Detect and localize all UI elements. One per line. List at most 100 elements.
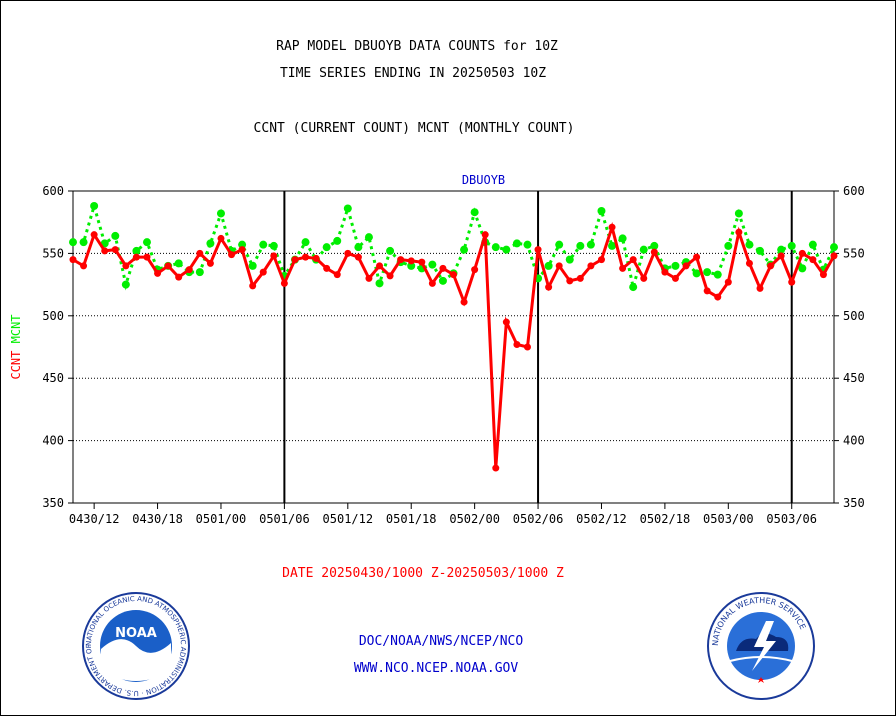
point-mcnt — [438, 276, 447, 285]
y-tick-label-right: 550 — [843, 246, 865, 260]
point-ccnt — [101, 247, 109, 255]
y-axis-label-mcnt: MCNT — [9, 314, 23, 350]
x-tick-label: 0430/18 — [132, 512, 183, 526]
point-mcnt — [798, 264, 807, 273]
point-mcnt — [259, 240, 268, 249]
point-ccnt — [640, 274, 648, 282]
point-mcnt — [787, 241, 796, 250]
point-mcnt — [830, 243, 838, 252]
chart-title-line1: RAP MODEL DBUOYB DATA COUNTS for 10Z — [276, 39, 558, 54]
point-mcnt — [333, 236, 342, 245]
x-tick-label: 0501/00 — [196, 512, 247, 526]
point-mcnt — [142, 238, 151, 247]
point-ccnt — [819, 271, 827, 279]
point-mcnt — [629, 283, 638, 292]
point-mcnt — [132, 246, 141, 255]
point-mcnt — [206, 239, 215, 248]
x-tick-label: 0503/06 — [766, 512, 817, 526]
point-ccnt — [196, 249, 204, 257]
point-ccnt — [280, 279, 288, 287]
panel-label: DBUOYB — [462, 173, 505, 187]
y-tick-label-left: 500 — [42, 309, 64, 323]
point-mcnt — [703, 268, 712, 277]
point-ccnt — [323, 264, 331, 272]
point-ccnt — [259, 268, 267, 276]
point-mcnt — [238, 240, 247, 249]
point-mcnt — [322, 243, 331, 252]
point-mcnt — [407, 261, 416, 270]
point-mcnt — [597, 206, 606, 215]
y-tick-label-left: 350 — [42, 496, 64, 510]
point-ccnt — [682, 262, 690, 270]
point-mcnt — [375, 279, 384, 288]
point-ccnt — [703, 287, 711, 295]
point-mcnt — [69, 238, 77, 247]
point-ccnt — [671, 274, 679, 282]
x-tick-label: 0502/18 — [640, 512, 691, 526]
chart-subtitle: CCNT (CURRENT COUNT) MCNT (MONTHLY COUNT… — [253, 121, 575, 136]
point-ccnt — [576, 274, 584, 282]
website-label: WWW.NCO.NCEP.NOAA.GOV — [353, 661, 519, 676]
plot-frame — [72, 190, 835, 504]
noaa-logo-text: NOAA — [115, 626, 157, 641]
point-ccnt — [450, 271, 457, 279]
point-mcnt — [586, 240, 595, 249]
point-mcnt — [756, 246, 765, 255]
y-tick-label-right: 600 — [843, 184, 865, 198]
point-mcnt — [555, 240, 564, 249]
point-ccnt — [534, 246, 542, 254]
point-ccnt — [185, 266, 193, 274]
series-line-ccnt — [72, 221, 836, 469]
point-ccnt — [460, 298, 468, 306]
point-ccnt — [143, 253, 151, 261]
date-range-label: DATE 20250430/1000 Z-20250503/1000 Z — [282, 566, 564, 581]
point-ccnt — [111, 246, 119, 254]
point-ccnt — [418, 258, 426, 266]
point-ccnt — [492, 464, 500, 472]
point-ccnt — [809, 256, 817, 264]
point-ccnt — [217, 234, 225, 242]
point-ccnt — [471, 266, 479, 274]
point-ccnt — [597, 256, 605, 264]
point-mcnt — [734, 209, 743, 218]
point-ccnt — [386, 272, 394, 280]
point-ccnt — [566, 277, 574, 285]
point-ccnt — [397, 256, 405, 264]
point-ccnt — [132, 253, 140, 261]
point-ccnt — [724, 278, 732, 286]
point-mcnt — [79, 238, 88, 247]
point-mcnt — [470, 208, 479, 217]
y-tick-label-right: 350 — [843, 496, 865, 510]
point-ccnt — [830, 252, 838, 260]
point-mcnt — [512, 239, 521, 248]
point-ccnt — [90, 231, 98, 239]
point-ccnt — [798, 249, 806, 257]
point-ccnt — [206, 259, 214, 267]
point-ccnt — [249, 282, 257, 290]
noaa-logo: NATIONAL OCEANIC AND ATMOSPHERIC ADMINIS… — [81, 591, 190, 700]
y-tick-label-left: 400 — [42, 434, 64, 448]
point-mcnt — [111, 231, 120, 240]
point-ccnt — [365, 274, 373, 282]
point-ccnt — [756, 284, 764, 292]
point-ccnt — [523, 343, 531, 351]
y-axis-label-ccnt: CCNT — [9, 351, 23, 380]
point-ccnt — [312, 254, 320, 262]
point-mcnt — [671, 261, 680, 270]
point-ccnt — [545, 283, 553, 291]
y-tick-label-left: 600 — [42, 184, 64, 198]
point-ccnt — [344, 249, 352, 257]
point-mcnt — [777, 245, 786, 254]
nws-logo: NATIONAL WEATHER SERVICE — [707, 592, 815, 700]
point-mcnt — [364, 233, 373, 242]
point-ccnt — [238, 246, 246, 254]
chart-title-line2: TIME SERIES ENDING IN 20250503 10Z — [279, 66, 547, 81]
point-ccnt — [69, 256, 77, 264]
org-path-label: DOC/NOAA/NWS/NCEP/NCO — [358, 634, 524, 649]
point-mcnt — [491, 243, 500, 252]
y-tick-label-right: 450 — [843, 371, 865, 385]
point-ccnt — [228, 251, 236, 259]
point-mcnt — [248, 261, 257, 270]
point-ccnt — [80, 262, 88, 270]
